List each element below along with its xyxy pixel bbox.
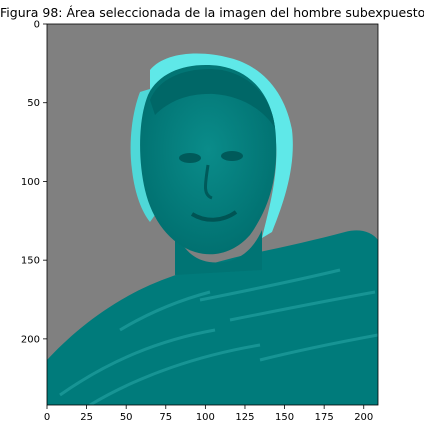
shoulders	[47, 230, 378, 405]
left-eye	[179, 153, 201, 163]
y-tick-label: 200	[21, 334, 40, 345]
x-tick-label: 200	[354, 412, 373, 423]
figure-title: Figura 98: Área seleccionada de la image…	[0, 5, 424, 20]
nose	[204, 164, 213, 200]
portrait-image	[47, 24, 378, 405]
hair	[150, 69, 275, 128]
x-tick-label: 175	[315, 412, 334, 423]
mouth	[190, 210, 238, 222]
x-tick-label: 125	[235, 412, 254, 423]
right-eye	[221, 151, 243, 161]
x-tick-label: 25	[80, 412, 93, 423]
y-tick-label: 0	[34, 20, 40, 31]
neck	[175, 230, 262, 275]
x-axis: 0 25 50 75 100 125 150 175 200	[44, 405, 373, 423]
x-tick-label: 0	[44, 412, 50, 423]
y-tick-label: 150	[21, 256, 40, 267]
y-axis: 0 50 100 150 200	[21, 20, 47, 345]
head	[140, 65, 277, 255]
y-tick-label: 100	[21, 177, 40, 188]
shirt-stripes	[59, 268, 378, 405]
axes-frame	[46, 23, 379, 406]
x-tick-label: 150	[275, 412, 294, 423]
x-tick-label: 75	[159, 412, 172, 423]
left-highlight	[130, 88, 155, 222]
x-tick-label: 50	[120, 412, 133, 423]
y-tick-label: 50	[27, 98, 40, 109]
x-tick-label: 100	[196, 412, 215, 423]
head-highlight	[150, 53, 293, 238]
